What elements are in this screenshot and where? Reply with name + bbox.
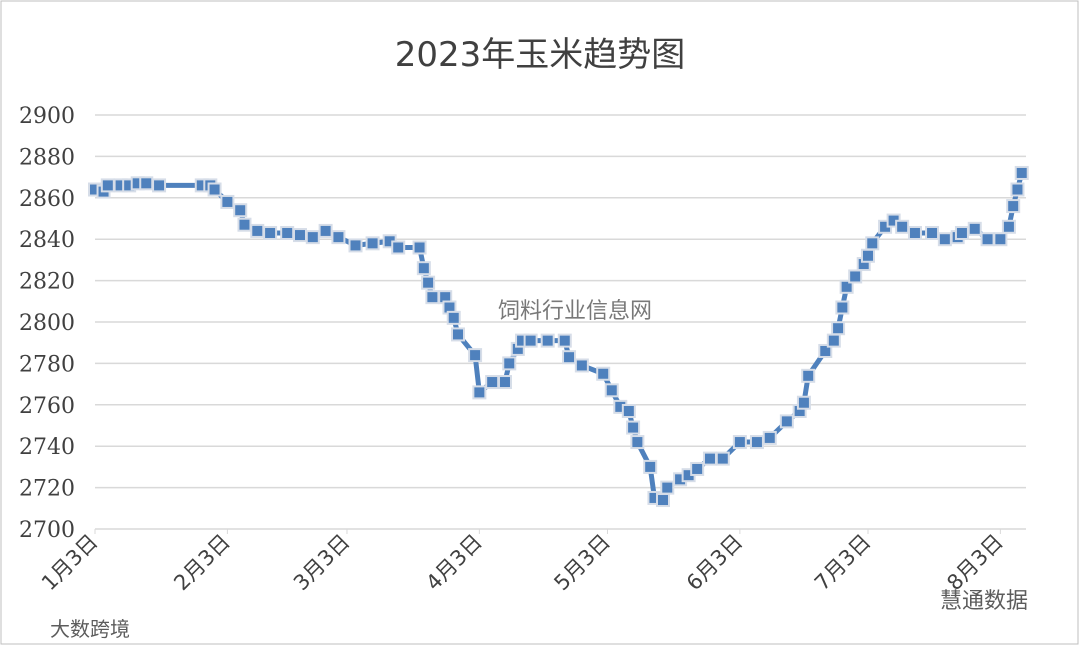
marker: [848, 269, 863, 284]
y-tick-label: 2740: [19, 435, 75, 460]
watermark: 大数跨境: [50, 617, 130, 641]
marker: [468, 348, 483, 363]
marker: [523, 333, 538, 348]
marker: [292, 228, 307, 243]
marker: [502, 356, 517, 371]
marker: [318, 223, 333, 238]
marker: [425, 290, 440, 305]
marker: [485, 375, 500, 390]
y-tick-label: 2800: [19, 311, 75, 336]
marker: [250, 223, 265, 238]
y-tick-label: 2820: [19, 270, 75, 295]
marker: [331, 230, 346, 245]
y-tick-label: 2720: [19, 477, 75, 502]
marker: [152, 178, 167, 193]
marker: [1014, 165, 1029, 180]
marker: [925, 225, 940, 240]
marker: [497, 375, 512, 390]
marker: [472, 385, 487, 400]
marker: [348, 238, 363, 253]
marker: [280, 225, 295, 240]
marker: [796, 395, 811, 410]
marker: [655, 493, 670, 508]
marker: [860, 248, 875, 263]
marker: [980, 232, 995, 247]
marker: [1006, 199, 1021, 214]
marker: [596, 366, 611, 381]
marker: [1001, 219, 1016, 234]
marker: [1010, 182, 1025, 197]
marker: [660, 480, 675, 495]
marker: [835, 300, 850, 315]
marker: [365, 236, 380, 251]
marker: [391, 240, 406, 255]
marker: [702, 451, 717, 466]
y-tick-label: 2900: [19, 104, 75, 129]
marker: [220, 194, 235, 209]
marker: [818, 343, 833, 358]
marker: [749, 435, 764, 450]
marker: [826, 333, 841, 348]
marker: [562, 350, 577, 365]
marker: [831, 321, 846, 336]
marker: [801, 368, 816, 383]
marker: [779, 414, 794, 429]
marker: [233, 203, 248, 218]
marker: [967, 221, 982, 236]
marker: [907, 225, 922, 240]
y-tick-label: 2880: [19, 145, 75, 170]
marker: [421, 275, 436, 290]
marker: [100, 178, 115, 193]
marker: [574, 358, 589, 373]
marker: [895, 219, 910, 234]
marker: [451, 327, 466, 342]
watermark: 饲料行业信息网: [498, 299, 652, 324]
marker: [621, 404, 636, 419]
marker: [305, 230, 320, 245]
marker: [865, 236, 880, 251]
marker: [446, 310, 461, 325]
watermark: 慧通数据: [940, 589, 1028, 614]
marker: [937, 232, 952, 247]
marker: [604, 383, 619, 398]
marker: [139, 176, 154, 191]
y-tick-label: 2840: [19, 228, 75, 253]
marker: [412, 240, 427, 255]
marker: [993, 232, 1008, 247]
marker: [237, 217, 252, 232]
marker: [557, 333, 572, 348]
marker: [954, 225, 969, 240]
marker: [732, 435, 747, 450]
y-tick-label: 2700: [19, 518, 75, 543]
marker: [690, 461, 705, 476]
marker: [630, 435, 645, 450]
marker: [540, 333, 555, 348]
chart-title: 2023年玉米趋势图: [395, 35, 686, 75]
y-tick-label: 2780: [19, 352, 75, 377]
marker: [762, 430, 777, 445]
marker: [715, 451, 730, 466]
y-tick-label: 2860: [19, 187, 75, 212]
marker: [839, 279, 854, 294]
marker: [207, 182, 222, 197]
y-tick-label: 2760: [19, 394, 75, 419]
marker: [263, 225, 278, 240]
marker: [416, 261, 431, 276]
marker: [643, 459, 658, 474]
marker: [626, 420, 641, 435]
